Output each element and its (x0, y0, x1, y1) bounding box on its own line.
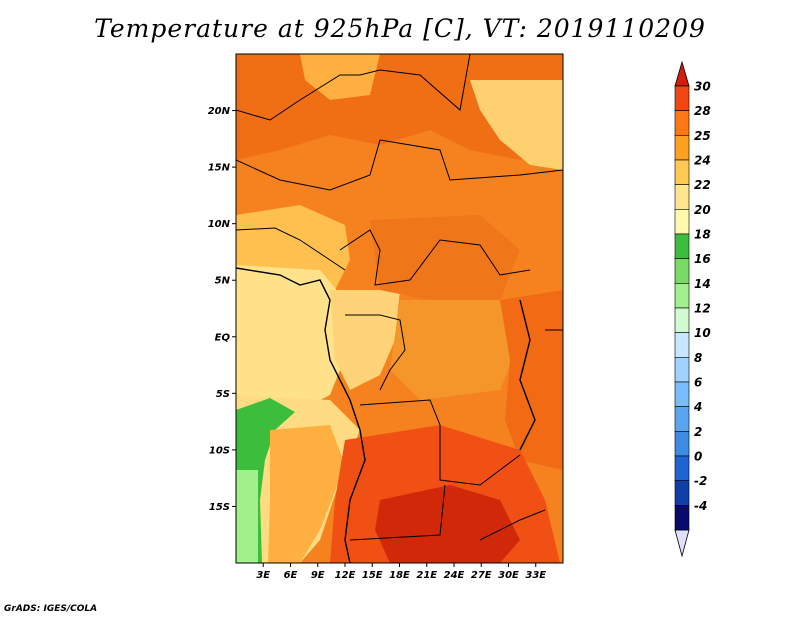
colorbar-segment (674, 233, 690, 259)
border-west-africa (236, 227, 346, 271)
lat-tick-label: 10N (208, 219, 231, 230)
colorbar-segment (674, 505, 690, 531)
lon-tick-label: 27E (471, 570, 492, 581)
lon-tick-label: 15E (362, 570, 383, 581)
border-central (339, 229, 531, 286)
chart-title: Temperature at 925hPa [C], VT: 201911020… (94, 14, 706, 43)
lon-tick-label: 12E (335, 570, 356, 581)
colorbar-label: 6 (694, 376, 702, 390)
colorbar-segment (674, 455, 690, 481)
temperature-field (236, 54, 563, 563)
lon-tick-label: 21E (416, 570, 437, 581)
lat-tick-label: 5N (215, 276, 231, 287)
colorbar-label: -2 (694, 474, 707, 488)
lon-tick-label: 24E (444, 570, 465, 581)
coastline-west (236, 267, 351, 401)
mild-area-northeast (470, 80, 563, 170)
colorbar-label: -4 (694, 499, 707, 513)
colorbar-segment (674, 159, 690, 185)
colorbar-label: 10 (694, 326, 711, 340)
colorbar-segment (674, 85, 690, 111)
colorbar-label: 12 (694, 302, 711, 316)
lon-tick-label: 3E (256, 570, 270, 581)
colorbar-label: 4 (693, 400, 702, 414)
colorbar-label: 25 (694, 129, 711, 143)
border-north (236, 54, 471, 121)
lat-tick-label: 15S (209, 502, 230, 513)
central-warm-area (370, 215, 520, 300)
colorbar-label: 18 (694, 228, 711, 242)
mild-area-north (300, 54, 380, 100)
border-angola (359, 399, 521, 486)
colorbar-segment (674, 209, 690, 235)
lat-tick-label: 10S (209, 445, 230, 456)
colorbar-label: 28 (694, 104, 711, 118)
lon-axis: 3E 6E 9E 12E 15E 18E 21E 24E 27E 30E 33E (256, 563, 546, 581)
coastal-band-southwest (268, 425, 345, 563)
great-lakes (519, 299, 536, 451)
colorbar-segment (674, 135, 690, 161)
lat-axis: 20N 15N 10N 5N EQ 5S 10S 15S (208, 106, 236, 513)
borders (236, 54, 563, 563)
border-congo (345, 314, 406, 391)
colorbar-under-triangle (674, 529, 690, 558)
colorbar-label: 22 (694, 178, 711, 192)
lon-tick-label: 30E (498, 570, 519, 581)
colorbar-segment (674, 480, 690, 506)
colorbar-segment (674, 110, 690, 136)
colorbar-segment (674, 184, 690, 210)
colorbar-segment (674, 283, 690, 309)
colorbar-label: 8 (694, 351, 702, 365)
colorbar-label: 30 (694, 80, 711, 94)
lat-tick-label: 5S (216, 389, 230, 400)
east-warm-area (500, 290, 563, 470)
cold-area-light-green (236, 470, 258, 563)
colorbar-label: 2 (694, 425, 702, 439)
credit-label: GrADS: IGES/COLA (4, 604, 98, 614)
colorbar-segment (674, 258, 690, 284)
colorbar-segment (674, 381, 690, 407)
colorbar-label: 14 (694, 277, 711, 291)
colorbar-segment (674, 431, 690, 457)
lat-tick-label: EQ (215, 332, 231, 343)
lon-tick-label: 33E (525, 570, 546, 581)
ocean-gulf-of-guinea (236, 265, 350, 410)
colorbar-label: 16 (694, 252, 711, 266)
colorbar-segment (674, 332, 690, 358)
colorbar-label: 20 (694, 203, 711, 217)
lat-tick-label: 15N (208, 163, 231, 174)
congo-basin-central (390, 300, 520, 400)
colorbar-segment (674, 406, 690, 432)
colorbar-label: 0 (694, 450, 702, 464)
hottest-area (375, 485, 520, 563)
colorbar-over-triangle (674, 60, 690, 87)
lon-tick-label: 18E (389, 570, 410, 581)
colorbar-segment (674, 307, 690, 333)
border-namibia (349, 484, 446, 541)
border-zambezi (479, 509, 546, 541)
lat-tick-label: 20N (208, 106, 231, 117)
lon-tick-label: 9E (311, 570, 325, 581)
colorbar-segment (674, 357, 690, 383)
coastline-southwest (344, 399, 366, 563)
border-sahel (236, 139, 563, 191)
colorbar-label: 24 (694, 154, 711, 168)
lon-tick-label: 6E (284, 570, 298, 581)
